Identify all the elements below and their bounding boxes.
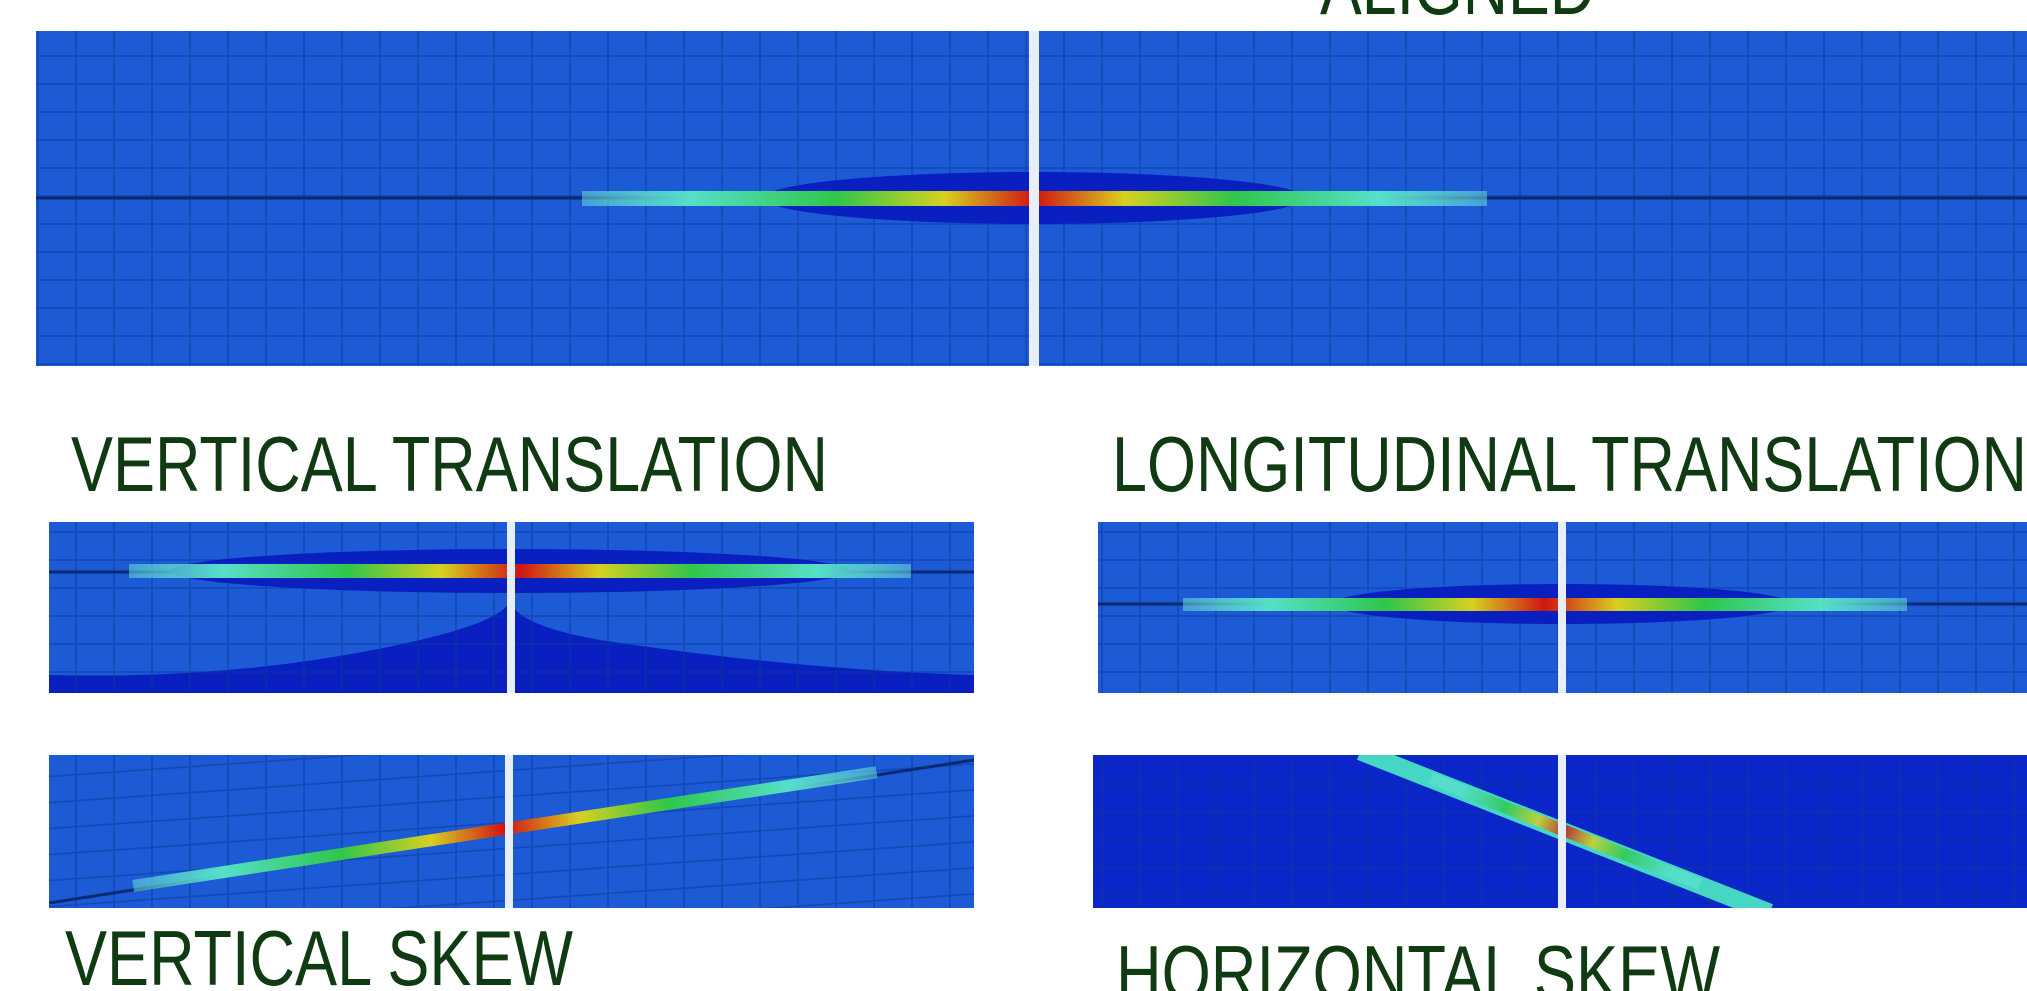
longitudinal-translation-panel xyxy=(1098,522,2027,693)
panel-label: HORIZONTAL SKEW xyxy=(1116,929,1720,991)
panel-label: ALIGNED xyxy=(1320,0,1595,31)
panel-label: VERTICAL TRANSLATION xyxy=(71,420,828,508)
panel-label: LONGITUDINAL TRANSLATION xyxy=(1112,420,2027,508)
panel-label: VERTICAL SKEW xyxy=(65,914,573,991)
aligned-panel xyxy=(36,31,2027,366)
horizontal-skew-panel xyxy=(1093,743,2027,921)
page: {"panels": [ {"label": "ALIGNED"}, {"lab… xyxy=(0,0,2027,991)
vertical-skew-panel xyxy=(49,755,974,908)
vertical-translation-panel xyxy=(49,522,974,693)
figure: ALIGNED VERTICAL TRANSLATION LONGITUDINA… xyxy=(0,0,2027,991)
